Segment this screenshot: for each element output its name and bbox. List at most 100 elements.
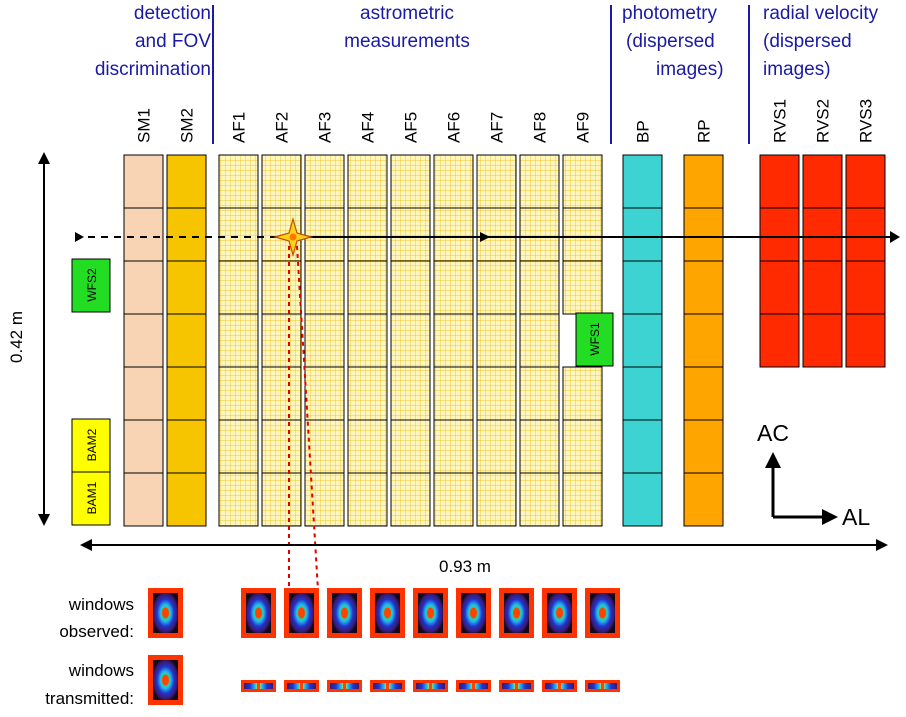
ccd-column-rvs1 xyxy=(759,154,800,368)
ccd-af2-row-5 xyxy=(261,366,302,421)
ccd-bp-row-2 xyxy=(622,207,663,262)
ccd-af4-row-4 xyxy=(347,313,388,368)
window-samples xyxy=(148,588,620,705)
windows-observed-line-1: windows xyxy=(68,595,134,614)
ccd-af4-row-2 xyxy=(347,207,388,262)
ccd-bp-row-1 xyxy=(622,154,663,209)
star-path-arrowhead-start xyxy=(75,232,84,242)
ccd-af7-row-3 xyxy=(476,260,517,315)
ccd-af6-row-7 xyxy=(433,472,474,527)
wfs2-sensor: WFS2 xyxy=(71,258,111,313)
ccd-af7-row-7 xyxy=(476,472,517,527)
width-label: 0.93 m xyxy=(439,557,491,576)
ccd-af9-row-2 xyxy=(562,207,603,262)
trace-line-right xyxy=(296,245,319,591)
ccd-rvs2-row-2 xyxy=(802,207,843,262)
window-observed-5 xyxy=(370,588,405,638)
ccd-sm2-row-6 xyxy=(166,419,207,474)
windows-transmitted-line-2: transmitted: xyxy=(45,689,134,708)
ccd-af5-row-5 xyxy=(390,366,431,421)
ccd-af1-row-3 xyxy=(218,260,259,315)
ccd-rvs2-row-3 xyxy=(802,260,843,315)
ccd-af1-row-5 xyxy=(218,366,259,421)
ccd-af6-row-5 xyxy=(433,366,474,421)
star-icon xyxy=(272,216,314,258)
ccd-column-af6 xyxy=(433,154,474,527)
header-astrometric: astrometric measurements xyxy=(344,3,470,52)
ccd-sm1-row-6 xyxy=(123,419,164,474)
wfs1-label: WFS1 xyxy=(588,322,602,356)
ccd-column-af2 xyxy=(261,154,302,527)
ccd-af4-row-3 xyxy=(347,260,388,315)
header-photometry-line-2: (dispersed xyxy=(626,31,715,52)
ccd-af2-row-7 xyxy=(261,472,302,527)
ccd-column-af5 xyxy=(390,154,431,527)
ccd-af4-row-7 xyxy=(347,472,388,527)
ccd-sm2-row-5 xyxy=(166,366,207,421)
ccd-bp-row-7 xyxy=(622,472,663,527)
star-path-arrowhead-end xyxy=(890,231,900,243)
ccd-af5-row-1 xyxy=(390,154,431,209)
column-label-bp: BP xyxy=(634,120,653,143)
ccd-af2-row-4 xyxy=(261,313,302,368)
ccd-af3-row-6 xyxy=(304,419,345,474)
ccd-af2-row-1 xyxy=(261,154,302,209)
ccd-af3-row-1 xyxy=(304,154,345,209)
window-observed-2 xyxy=(241,588,276,638)
ccd-rvs1-row-4 xyxy=(759,313,800,368)
column-label-rvs3: RVS3 xyxy=(857,99,876,143)
ccd-af5-row-3 xyxy=(390,260,431,315)
ccd-af9-row-6 xyxy=(562,419,603,474)
column-label-rvs2: RVS2 xyxy=(814,99,833,143)
ccd-af6-row-1 xyxy=(433,154,474,209)
ccd-column-rvs2 xyxy=(802,154,843,368)
ccd-sm2-row-4 xyxy=(166,313,207,368)
ccd-sm2-row-3 xyxy=(166,260,207,315)
ccd-af5-row-7 xyxy=(390,472,431,527)
window-transmitted-5 xyxy=(370,680,405,692)
ccd-af8-row-2 xyxy=(519,207,560,262)
star-path-arrowhead-middle xyxy=(480,232,490,242)
ccd-bp-row-4 xyxy=(622,313,663,368)
window-transmitted-2 xyxy=(241,680,276,692)
ccd-af6-row-6 xyxy=(433,419,474,474)
ccd-sm2-row-1 xyxy=(166,154,207,209)
ccd-af5-row-6 xyxy=(390,419,431,474)
header-detection: detection and FOV discrimination xyxy=(95,3,211,80)
ccd-rvs1-row-2 xyxy=(759,207,800,262)
window-transmitted-8 xyxy=(499,680,534,692)
height-dimension: 0.42 m xyxy=(7,152,50,526)
ccd-af3-row-7 xyxy=(304,472,345,527)
ccd-af7-row-4 xyxy=(476,313,517,368)
ccd-af4-row-6 xyxy=(347,419,388,474)
column-label-af4: AF4 xyxy=(359,112,378,143)
ccd-af8-row-3 xyxy=(519,260,560,315)
ccd-rp-row-4 xyxy=(683,313,724,368)
ccd-rp-row-7 xyxy=(683,472,724,527)
window-observed-8 xyxy=(499,588,534,638)
ccd-af9-row-3 xyxy=(562,260,603,315)
ccd-af9-row-7 xyxy=(562,472,603,527)
ccd-column-sm1 xyxy=(123,154,164,527)
window-transmitted-3 xyxy=(284,680,319,692)
ccd-sm1-row-2 xyxy=(123,207,164,262)
column-label-af3: AF3 xyxy=(316,112,335,143)
ccd-sm1-row-3 xyxy=(123,260,164,315)
column-label-rp: RP xyxy=(695,119,714,143)
bam2-sensor: BAM2 xyxy=(71,418,111,473)
ccd-af5-row-4 xyxy=(390,313,431,368)
window-observed-9 xyxy=(542,588,577,638)
window-observed-3 xyxy=(284,588,319,638)
ccd-af3-row-2 xyxy=(304,207,345,262)
window-observed-1 xyxy=(148,588,183,638)
ccd-rvs3-row-3 xyxy=(845,260,886,315)
window-transmitted-1 xyxy=(148,655,183,705)
axis-al-label: AL xyxy=(842,504,870,530)
ccd-sm2-row-2 xyxy=(166,207,207,262)
column-label-af8: AF8 xyxy=(531,112,550,143)
windows-transmitted-line-1: windows xyxy=(68,661,134,680)
column-label-af7: AF7 xyxy=(488,112,507,143)
header-photometry-line-3: images) xyxy=(656,59,724,80)
